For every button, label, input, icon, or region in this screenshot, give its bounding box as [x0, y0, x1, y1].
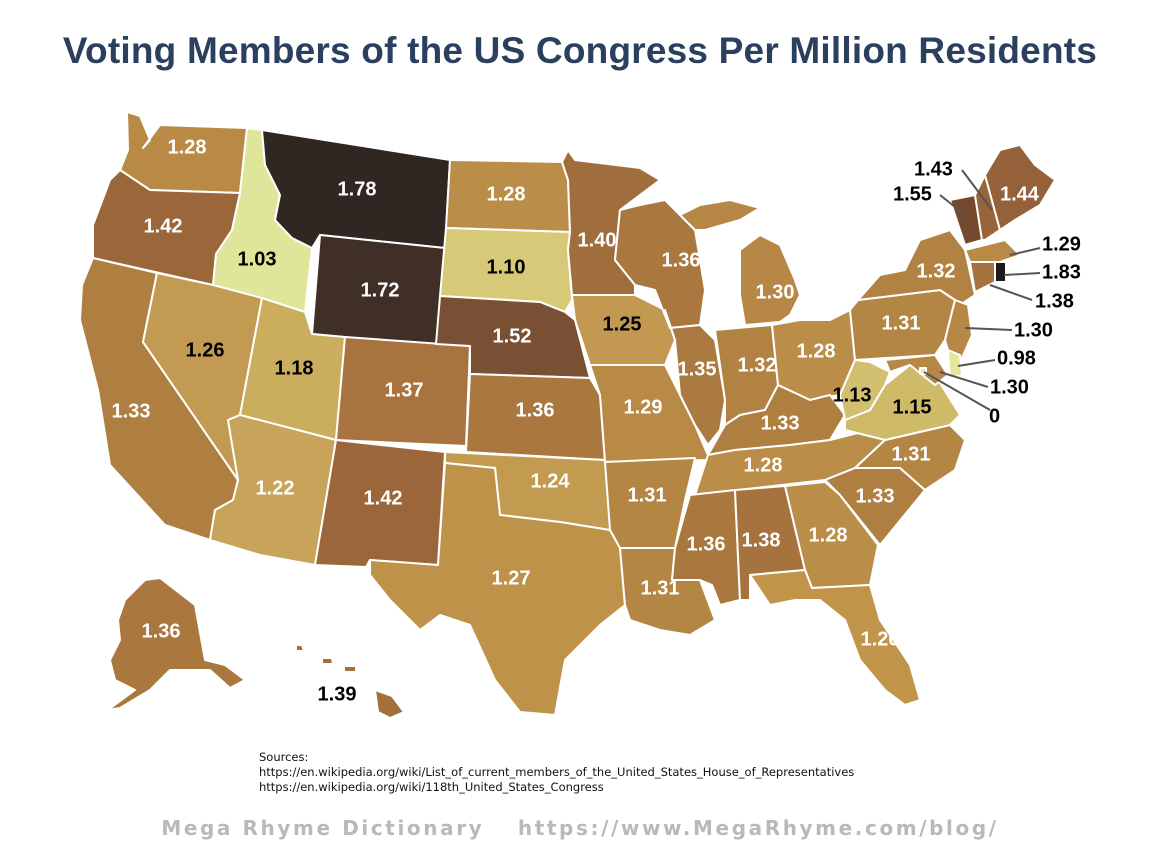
state-DE [947, 349, 963, 379]
leader-CT [989, 284, 1033, 301]
state-value-label-WV: 1.13 [833, 384, 872, 406]
state-value-label-TX: 1.27 [492, 567, 531, 589]
state-value-label-WA: 1.28 [168, 136, 207, 158]
state-value-label-VT: 1.55 [893, 183, 932, 205]
map-title: Voting Members of the US Congress Per Mi… [62, 30, 1098, 71]
state-value-label-OR: 1.42 [144, 215, 183, 237]
state-IL [664, 309, 726, 446]
state-NJ [944, 299, 973, 359]
state-HI [295, 644, 405, 719]
state-value-label-WI: 1.36 [662, 249, 701, 271]
state-value-label-RI: 1.83 [1042, 261, 1081, 283]
source-link-2[interactable]: https://en.wikipedia.org/wiki/118th_Unit… [259, 780, 604, 794]
state-RI [994, 261, 1007, 283]
state-value-label-SC: 1.33 [856, 485, 895, 507]
state-value-label-NV: 1.26 [186, 339, 225, 361]
state-value-label-ND: 1.28 [487, 183, 526, 205]
state-value-label-MT: 1.78 [338, 178, 377, 200]
footer: Mega Rhyme Dictionary https://www.MegaRh… [0, 816, 1160, 840]
leader-RI [1003, 272, 1041, 276]
footer-brand: Mega Rhyme Dictionary [161, 816, 485, 840]
state-TX [369, 462, 626, 716]
state-value-label-WY: 1.72 [361, 279, 400, 301]
state-value-label-CO: 1.37 [385, 379, 424, 401]
state-value-label-TN: 1.28 [744, 454, 783, 476]
state-value-label-CA: 1.33 [112, 400, 151, 422]
state-value-label-KS: 1.36 [516, 399, 555, 421]
leader-DE [957, 359, 996, 367]
state-CT [969, 261, 996, 293]
leader-DC [923, 371, 991, 411]
state-value-label-GA: 1.28 [809, 524, 848, 546]
footer-url[interactable]: https://www.MegaRhyme.com/blog/ [517, 816, 999, 840]
source-link-1[interactable]: https://en.wikipedia.org/wiki/List_of_cu… [259, 765, 855, 779]
state-value-label-MN: 1.40 [578, 229, 617, 251]
state-value-label-CT: 1.38 [1035, 290, 1074, 312]
sources-heading: Sources: [259, 750, 309, 764]
state-value-label-SD: 1.10 [487, 256, 526, 278]
state-shapes [79, 111, 1056, 719]
state-value-label-NC: 1.31 [892, 443, 931, 465]
state-value-label-DC: 0 [989, 405, 1000, 427]
state-value-label-MD: 1.30 [990, 376, 1029, 398]
state-value-label-OH: 1.28 [797, 340, 836, 362]
state-value-label-AR: 1.31 [628, 484, 667, 506]
state-value-label-DE: 0.98 [997, 347, 1036, 369]
state-value-label-KY: 1.33 [761, 412, 800, 434]
state-value-label-MO: 1.29 [624, 396, 663, 418]
state-value-label-AL: 1.38 [742, 529, 781, 551]
state-MI [679, 199, 801, 326]
state-IA [571, 294, 676, 366]
state-value-label-AZ: 1.22 [256, 477, 295, 499]
state-value-label-AK: 1.36 [142, 620, 181, 642]
sources-block: Sources: https://en.wikipedia.org/wiki/L… [259, 750, 854, 795]
state-AK [107, 577, 246, 711]
state-value-label-LA: 1.31 [641, 577, 680, 599]
state-value-label-HI: 1.39 [318, 683, 357, 705]
leader-MD [939, 371, 989, 388]
state-value-label-NM: 1.42 [364, 487, 403, 509]
state-value-label-VA: 1.15 [893, 396, 932, 418]
state-value-label-IA: 1.25 [603, 313, 642, 335]
leader-NH [961, 169, 993, 211]
state-value-labels: 1.28 1.42 1.33 1.03 1.26 1.78 1.72 1.18 1.22 1.37… [112, 136, 1081, 705]
state-value-label-NE: 1.52 [493, 325, 532, 347]
state-value-label-MI: 1.30 [756, 281, 795, 303]
state-value-label-MS: 1.36 [687, 533, 726, 555]
state-value-label-NH: 1.43 [914, 158, 953, 180]
state-value-label-IL: 1.35 [678, 358, 717, 380]
state-NH [974, 174, 1001, 241]
state-ME [984, 144, 1056, 231]
state-value-label-IN: 1.32 [738, 354, 777, 376]
leader-VT [939, 194, 966, 216]
state-value-label-NJ: 1.30 [1014, 319, 1053, 341]
leader-MA [1009, 247, 1041, 256]
state-value-label-NY: 1.32 [917, 260, 956, 282]
leader-NJ [964, 327, 1013, 331]
state-value-label-OK: 1.24 [531, 470, 571, 492]
state-value-label-UT: 1.18 [275, 357, 314, 379]
state-value-label-ID: 1.03 [238, 248, 277, 270]
state-value-label-FL: 1.26 [861, 628, 900, 650]
state-FL [749, 569, 921, 706]
state-MO [589, 364, 711, 463]
state-value-label-PA: 1.31 [882, 312, 921, 334]
label-leader-lines [923, 169, 1041, 411]
state-value-label-MA: 1.29 [1042, 233, 1081, 255]
state-value-label-ME: 1.44 [1000, 183, 1040, 205]
